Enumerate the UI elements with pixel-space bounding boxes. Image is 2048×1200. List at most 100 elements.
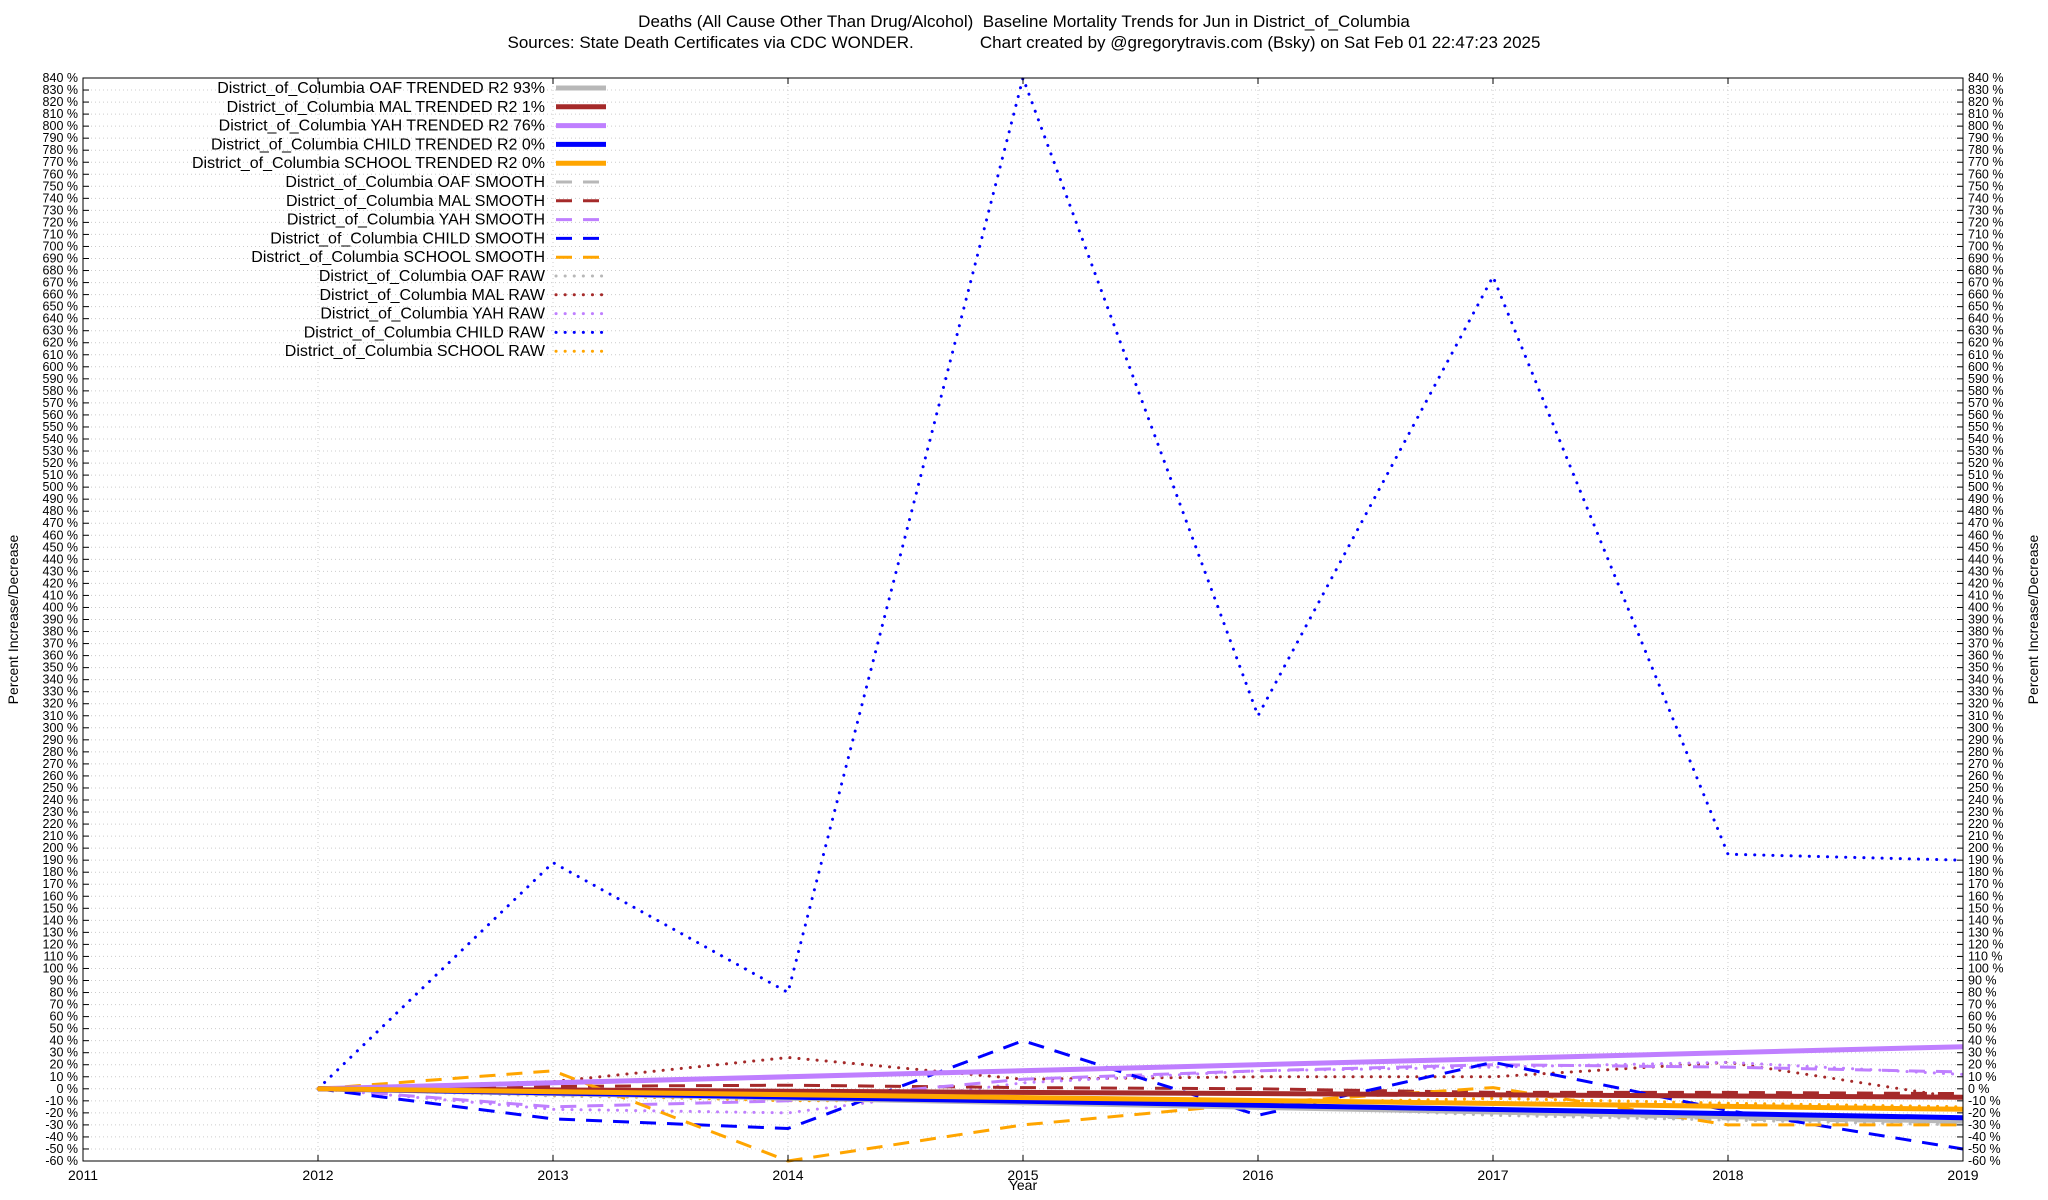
x-tick-label: 2014 [772,1167,803,1183]
y2-tick-label: 480 % [1968,504,2003,518]
y2-tick-label: 60 % [1968,1010,1997,1024]
y2-tick-label: -40 % [1968,1130,2001,1144]
y-tick-label: 740 % [43,191,78,205]
y2-tick-label: 510 % [1968,468,2003,482]
y2-tick-label: 810 % [1968,107,2003,121]
y-tick-label: 400 % [43,600,78,614]
y-tick-label: -40 % [45,1130,78,1144]
y2-tick-label: 310 % [1968,709,2003,723]
y-tick-label: 710 % [43,227,78,241]
y-tick-label: 730 % [43,203,78,217]
y2-tick-label: 340 % [1968,673,2003,687]
y-tick-label: -60 % [45,1154,78,1168]
series-line-district-of-columbia-school-smooth [317,1069,1963,1163]
legend-label: District_of_Columbia YAH TRENDED R2 76% [219,118,545,135]
grid-layer [83,78,1963,1161]
legend-label: District_of_Columbia OAF TRENDED R2 93% [217,80,545,97]
legend-label: District_of_Columbia CHILD SMOOTH [270,230,545,247]
y2-tick-label: 710 % [1968,227,2003,241]
legend-label: District_of_Columbia MAL RAW [319,287,545,304]
y-tick-label: 100 % [43,961,78,975]
y2-tick-label: 470 % [1968,516,2003,530]
y2-tick-label: 280 % [1968,745,2003,759]
y-tick-label: 770 % [43,155,78,169]
y2-axis-title: Percent Increase/Decrease [2025,534,2041,704]
y2-tick-label: 430 % [1968,564,2003,578]
y2-tick-label: 160 % [1968,889,2003,903]
y2-tick-label: 80 % [1968,986,1997,1000]
y-tick-label: 200 % [43,841,78,855]
y2-tick-label: 190 % [1968,853,2003,867]
legend-label: District_of_Columbia SCHOOL RAW [285,343,546,360]
y-tick-label: 320 % [43,697,78,711]
legend-label: District_of_Columbia CHILD TRENDED R2 0% [211,136,545,153]
y-tick-label: -50 % [45,1142,78,1156]
chart-subtitle: Sources: State Death Certificates via CD… [507,33,1541,52]
y-tick-label: 90 % [50,974,79,988]
series-line-district-of-columbia-child-raw [316,76,1965,1091]
y-tick-label: 360 % [43,649,78,663]
y-tick-label: 30 % [50,1046,79,1060]
y2-tick-label: 250 % [1968,781,2003,795]
y-tick-label: 350 % [43,661,78,675]
x-tick-label: 2011 [68,1167,98,1183]
y-tick-label: 620 % [43,336,78,350]
y2-tick-label: 110 % [1968,949,2003,963]
y-tick-label: 250 % [43,781,78,795]
y-tick-label: 190 % [43,853,78,867]
y2-tick-label: 560 % [1968,408,2003,422]
legend-label: District_of_Columbia SCHOOL SMOOTH [251,249,545,266]
y-tick-label: 650 % [43,300,78,314]
legend-label: District_of_Columbia SCHOOL TRENDED R2 0… [192,155,545,172]
y2-tick-label: 840 % [1968,71,2003,85]
y-tick-label: 470 % [43,516,78,530]
y2-tick-label: 570 % [1968,396,2003,410]
series-line-district-of-columbia-yah-raw [316,1060,1965,1115]
y2-tick-label: 120 % [1968,937,2003,951]
y-tick-label: 720 % [43,215,78,229]
y2-tick-label: 490 % [1968,492,2003,506]
y-tick-label: 230 % [43,805,78,819]
y2-tick-label: 460 % [1968,528,2003,542]
y2-tick-label: 180 % [1968,865,2003,879]
y-tick-label: 580 % [43,384,78,398]
y-tick-label: 70 % [50,998,79,1012]
y2-tick-label: 100 % [1968,961,2003,975]
y-tick-label: 610 % [43,348,78,362]
y-tick-label: 640 % [43,312,78,326]
y2-tick-label: 650 % [1968,300,2003,314]
y-tick-label: 240 % [43,793,78,807]
series-line-district-of-columbia-child-smooth [317,1039,1964,1151]
x-tick-label: 2018 [1712,1167,1743,1183]
y-tick-label: 630 % [43,324,78,338]
chart-title: Deaths (All Cause Other Than Drug/Alcoho… [638,12,1410,31]
y-tick-label: 150 % [43,901,78,915]
y2-tick-label: 240 % [1968,793,2003,807]
y-tick-label: 160 % [43,889,78,903]
y-tick-label: 280 % [43,745,78,759]
legend-label: District_of_Columbia YAH RAW [320,306,546,323]
y2-tick-label: 520 % [1968,456,2003,470]
legend-label: District_of_Columbia YAH SMOOTH [287,212,545,229]
y2-tick-label: 660 % [1968,288,2003,302]
y2-tick-label: 0 % [1968,1082,1990,1096]
y2-tick-label: 610 % [1968,348,2003,362]
y2-tick-label: 40 % [1968,1034,1997,1048]
y2-tick-label: 770 % [1968,155,2003,169]
y2-tick-label: 380 % [1968,625,2003,639]
y-tick-label: 810 % [43,107,78,121]
y2-tick-label: 740 % [1968,191,2003,205]
y-tick-label: 420 % [43,576,78,590]
y-tick-label: 510 % [43,468,78,482]
y-tick-label: 270 % [43,757,78,771]
legend-label: District_of_Columbia MAL SMOOTH [286,193,545,210]
y2-tick-label: 290 % [1968,733,2003,747]
y-tick-label: 560 % [43,408,78,422]
y2-tick-label: 350 % [1968,661,2003,675]
y2-tick-label: 590 % [1968,372,2003,386]
series-line-district-of-columbia-yah-trended-r2-76 [317,1044,1964,1092]
legend-label: District_of_Columbia MAL TRENDED R2 1% [227,99,545,116]
y-tick-label: -20 % [45,1106,78,1120]
y2-tick-label: 90 % [1968,974,1997,988]
series-line-district-of-columbia-yah-smooth [317,1063,1964,1109]
